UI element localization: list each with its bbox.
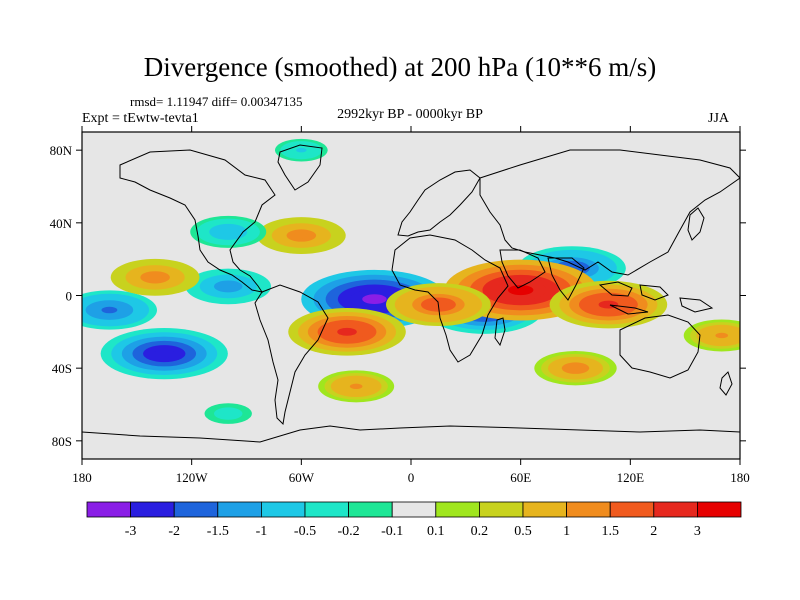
field-anomaly: [185, 268, 272, 305]
colorbar-swatch: [697, 501, 742, 518]
x-tick-label: 0: [408, 470, 415, 485]
contour-band: [153, 349, 175, 358]
y-tick-label: 80N: [50, 143, 73, 158]
colorbar-swatch: [653, 501, 698, 518]
x-tick-label: 180: [72, 470, 92, 485]
colorbar-label: 1.5: [601, 524, 619, 539]
contour-band: [101, 306, 118, 314]
colorbar-label: 0.2: [471, 524, 489, 539]
colorbar-swatch: [478, 501, 524, 518]
field-anomaly: [269, 136, 333, 164]
stats-text: rmsd= 1.11947 diff= 0.00347135: [130, 94, 303, 109]
contour-band: [507, 284, 534, 296]
y-tick-label: 0: [66, 289, 73, 304]
colorbar-swatch: [391, 501, 437, 518]
colorbar-swatch: [566, 501, 611, 518]
contour-band: [147, 274, 163, 281]
divergence-field: [82, 136, 740, 426]
contour-band: [293, 232, 309, 239]
coastlines: [82, 144, 740, 443]
contour-band: [221, 283, 236, 290]
colorbar-swatch: [260, 501, 306, 518]
y-tick-label: 40S: [52, 361, 72, 376]
colorbar-label: -1: [256, 524, 268, 539]
field-anomaly: [190, 215, 267, 248]
colorbar-label: -0.5: [294, 524, 316, 539]
contour-band: [221, 229, 235, 235]
contour-band: [223, 411, 233, 416]
colorbar: -3 -2 -1.5 -1 -0.5 -0.2 -0.1 0.1 0.2 0.5 1 1.5 2 3: [86, 501, 742, 539]
x-tick-label: 60E: [510, 470, 531, 485]
contour-band: [337, 327, 357, 336]
colorbar-label: 3: [694, 524, 701, 539]
colorbar-swatch: [609, 501, 655, 518]
x-tick-label: 60W: [289, 470, 315, 485]
x-tick-label: 180: [730, 470, 750, 485]
colorbar-swatch: [173, 501, 219, 518]
map-title: Divergence (smoothed) at 200 hPa (10**6 …: [143, 52, 657, 82]
season-label: JJA: [708, 111, 730, 126]
field-anomaly: [100, 328, 228, 380]
experiment-label: Expt = tEwtw-tevta1: [82, 111, 199, 126]
field-anomaly: [288, 308, 406, 356]
field-anomaly: [199, 401, 257, 426]
colorbar-label: -3: [125, 524, 137, 539]
contour-band: [715, 332, 729, 339]
colorbar-swatch: [86, 501, 131, 518]
colorbar-label: -0.2: [338, 524, 360, 539]
contour-band: [349, 383, 363, 390]
period-label: 2992kyr BP - 0000kyr BP: [337, 107, 483, 122]
colorbar-swatch: [304, 501, 349, 518]
y-tick-label: 40N: [50, 216, 73, 231]
colorbar-label: 0.1: [427, 524, 445, 539]
colorbar-swatch: [348, 501, 393, 518]
field-anomaly: [549, 280, 668, 329]
field-anomaly: [534, 350, 617, 386]
colorbar-label: -0.1: [381, 524, 403, 539]
contour-band: [568, 365, 583, 372]
contour-band: [296, 147, 307, 153]
x-tick-label: 120W: [176, 470, 209, 485]
field-anomaly: [683, 319, 740, 352]
x-tick-label: 120E: [617, 470, 645, 485]
map-axes: 80N 40N 0 40S 80S 180 120W 60W 0 60E 120E 180: [50, 126, 750, 485]
colorbar-label: 0.5: [514, 524, 532, 539]
colorbar-label: 1: [563, 524, 570, 539]
colorbar-swatch: [522, 501, 567, 518]
field-anomaly: [318, 370, 395, 403]
y-tick-label: 80S: [52, 434, 72, 449]
colorbar-swatch: [130, 501, 175, 518]
contour-band: [362, 294, 387, 304]
colorbar-label: 2: [650, 524, 657, 539]
colorbar-swatch: [435, 501, 480, 518]
field-anomaly: [256, 217, 346, 254]
colorbar-swatch: [217, 501, 262, 518]
field-anomaly: [110, 258, 200, 296]
colorbar-label: -2: [168, 524, 180, 539]
field-anomaly: [82, 290, 158, 330]
colorbar-label: -1.5: [207, 524, 229, 539]
